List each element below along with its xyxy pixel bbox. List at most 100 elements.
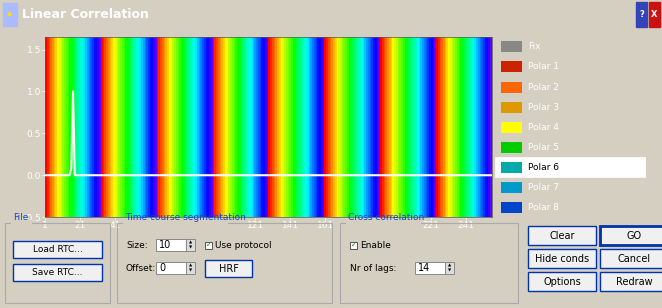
Bar <box>501 182 522 192</box>
Bar <box>288 37 289 217</box>
Bar <box>158 37 160 217</box>
Bar <box>85 37 87 217</box>
Bar <box>451 37 453 217</box>
Bar <box>298 37 300 217</box>
Bar <box>211 37 213 217</box>
Bar <box>242 37 244 217</box>
Bar <box>13 264 102 281</box>
Bar <box>249 37 251 217</box>
Bar <box>47 37 48 217</box>
Text: ▼: ▼ <box>448 269 451 273</box>
Bar <box>461 37 462 217</box>
Bar <box>450 37 451 217</box>
Bar <box>253 37 254 217</box>
Bar <box>401 37 403 217</box>
Bar <box>167 37 169 217</box>
Bar <box>239 37 240 217</box>
Bar <box>336 37 338 217</box>
Text: Offset:: Offset: <box>126 264 156 273</box>
Bar <box>105 37 106 217</box>
Bar <box>122 37 124 217</box>
Bar <box>204 37 206 217</box>
Bar <box>61 37 62 217</box>
Bar <box>373 37 375 217</box>
Bar <box>410 37 412 217</box>
Text: File: File <box>13 213 28 222</box>
Bar <box>92 37 94 217</box>
Text: X: X <box>651 10 658 19</box>
Bar <box>223 37 225 217</box>
Bar <box>636 2 647 27</box>
Bar <box>295 37 297 217</box>
Bar <box>176 37 177 217</box>
Bar <box>322 37 324 217</box>
Bar <box>404 37 406 217</box>
Text: Size:: Size: <box>126 241 148 249</box>
Text: Cancel: Cancel <box>618 253 651 264</box>
Bar <box>13 241 102 258</box>
Bar <box>201 37 202 217</box>
Bar <box>394 37 396 217</box>
Bar <box>164 37 166 217</box>
Text: 14: 14 <box>418 263 430 273</box>
Bar <box>191 37 193 217</box>
Bar <box>379 37 380 217</box>
Bar <box>303 37 305 217</box>
Bar <box>284 37 286 217</box>
Bar <box>490 37 492 217</box>
Bar <box>501 202 522 213</box>
Text: Polar 8: Polar 8 <box>528 203 559 212</box>
Bar <box>335 37 336 217</box>
Bar <box>528 226 596 245</box>
Text: Fix: Fix <box>528 43 541 51</box>
Bar <box>333 37 335 217</box>
Bar <box>324 37 326 217</box>
Bar <box>281 37 283 217</box>
Bar <box>254 37 256 217</box>
Bar <box>129 37 130 217</box>
Bar <box>501 62 522 72</box>
Bar <box>134 37 136 217</box>
Bar <box>260 37 261 217</box>
Bar <box>357 37 359 217</box>
Bar <box>188 37 190 217</box>
Bar <box>117 37 118 217</box>
Bar <box>139 37 141 217</box>
Bar <box>412 37 413 217</box>
Bar <box>302 37 303 217</box>
Bar <box>291 37 293 217</box>
Bar <box>442 37 443 217</box>
Bar <box>103 37 105 217</box>
Bar <box>205 260 252 277</box>
Bar <box>308 37 310 217</box>
Bar <box>365 37 366 217</box>
Bar <box>408 37 410 217</box>
Bar <box>436 37 438 217</box>
Bar <box>528 272 596 291</box>
Bar <box>89 37 91 217</box>
Bar <box>209 37 211 217</box>
Bar <box>261 37 263 217</box>
Bar <box>138 37 139 217</box>
Bar <box>310 37 312 217</box>
Bar <box>152 37 153 217</box>
Bar <box>342 37 344 217</box>
Bar <box>186 262 195 274</box>
Bar <box>228 37 230 217</box>
Bar <box>195 37 197 217</box>
Bar <box>256 37 258 217</box>
Bar <box>78 37 80 217</box>
Bar <box>393 37 394 217</box>
Bar <box>399 37 401 217</box>
Bar <box>448 37 450 217</box>
Bar <box>369 37 371 217</box>
Bar <box>214 37 216 217</box>
Text: GO: GO <box>626 231 641 241</box>
Text: ▼: ▼ <box>189 269 192 273</box>
Bar <box>384 37 385 217</box>
Bar <box>240 37 242 217</box>
Bar <box>307 37 308 217</box>
Bar <box>11 220 32 228</box>
Bar <box>248 37 249 217</box>
Bar <box>153 37 155 217</box>
